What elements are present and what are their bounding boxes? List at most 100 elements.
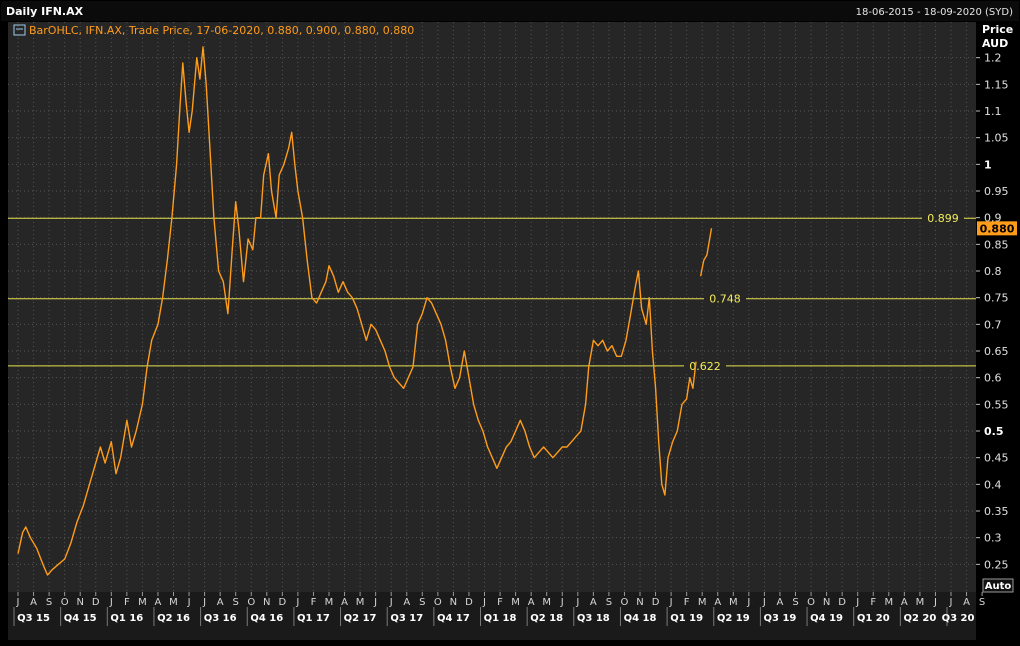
auto-button-frame[interactable] [982, 578, 1014, 593]
quarter-label: Q3 15 [17, 613, 50, 624]
quarter-label: Q4 17 [437, 613, 470, 624]
y-tick-label: 0.75 [984, 292, 1009, 305]
month-label: F [684, 597, 690, 608]
month-label: A [155, 597, 162, 608]
month-label: M [169, 597, 178, 608]
quarter-label: Q1 18 [484, 613, 517, 624]
month-label: J [16, 597, 20, 608]
month-label: J [669, 597, 673, 608]
horizontal-line-label: 0.899 [927, 212, 959, 225]
month-label: A [714, 597, 721, 608]
month-label: J [109, 597, 113, 608]
month-label: S [979, 597, 985, 608]
month-label: O [61, 597, 69, 608]
y-tick-label: 1.05 [984, 132, 1009, 145]
y-tick-label: 0.45 [984, 452, 1009, 465]
grid [8, 22, 976, 592]
quarter-label: Q2 19 [717, 613, 750, 624]
quarter-label: Q3 20 [942, 613, 975, 624]
y-tick-label: 1.2 [984, 52, 1002, 65]
month-label: M [138, 597, 147, 608]
month-label: J [187, 597, 191, 608]
month-label: M [356, 597, 365, 608]
y-tick-label: 0.55 [984, 398, 1009, 411]
y-tick-label: 1.1 [984, 105, 1002, 118]
month-label: M [325, 597, 334, 608]
window-title: Daily IFN.AX [6, 5, 84, 18]
month-label: D [838, 597, 846, 608]
month-label: M [698, 597, 707, 608]
month-label: A [590, 597, 597, 608]
month-label: M [884, 597, 893, 608]
y-tick-label: 0.35 [984, 505, 1009, 518]
month-label: A [403, 597, 410, 608]
month-label: O [621, 597, 629, 608]
month-label: O [247, 597, 255, 608]
month-label: A [901, 597, 908, 608]
month-label: N [636, 597, 643, 608]
y-tick-label: 0.85 [984, 238, 1009, 251]
month-label: D [652, 597, 660, 608]
month-label: N [76, 597, 83, 608]
horizontal-lines[interactable]: 0.899 0.748 0.622 [8, 211, 976, 373]
y-tick-label: 0.5 [984, 425, 1004, 438]
y-tick-label: 0.3 [984, 532, 1002, 545]
quarter-label: Q4 19 [810, 613, 843, 624]
plot-area[interactable] [8, 22, 976, 592]
month-label: D [465, 597, 473, 608]
month-label: S [46, 597, 52, 608]
auto-button[interactable]: Auto [982, 578, 1014, 593]
y-axis: Price AUD 0.25 0.3 0.35 0.4 0.45 0.5 0.55 0.6 0.… [976, 22, 1019, 592]
month-label: D [278, 597, 286, 608]
legend[interactable]: BarOHLC, IFN.AX, Trade Price, 17-06-2020… [13, 24, 414, 37]
month-label: N [823, 597, 830, 608]
date-range: 18-06-2015 - 18-09-2020 (SYD) [856, 7, 1013, 18]
y-tick-label: 0.7 [984, 318, 1002, 331]
month-label: M [542, 597, 551, 608]
horizontal-line-label-bg [922, 211, 964, 226]
auto-button-label[interactable]: Auto [985, 581, 1012, 592]
y-tick-label: 0.65 [984, 345, 1009, 358]
month-label: J [202, 597, 206, 608]
month-label: J [560, 597, 564, 608]
quarter-label: Q2 16 [157, 613, 190, 624]
y-tick-label: 0.8 [984, 265, 1002, 278]
month-label: M [511, 597, 520, 608]
month-label: S [606, 597, 612, 608]
quarter-label: Q3 16 [204, 613, 237, 624]
month-label: S [419, 597, 425, 608]
y-tick-label: 0.95 [984, 185, 1009, 198]
month-label: J [949, 597, 953, 608]
month-label: N [263, 597, 270, 608]
title-bar [1, 1, 1019, 21]
y-axis-background [976, 22, 1019, 592]
quarter-label: Q3 17 [390, 613, 423, 624]
month-label: J [762, 597, 766, 608]
month-label: F [497, 597, 503, 608]
y-tick-label: 1 [984, 158, 992, 171]
month-label: A [963, 597, 970, 608]
last-price: 0.880 [977, 221, 1017, 236]
quarter-label: Q3 19 [764, 613, 797, 624]
horizontal-line-label: 0.622 [689, 360, 721, 373]
quarter-label: Q2 17 [344, 613, 377, 624]
month-label: O [434, 597, 442, 608]
month-label: A [528, 597, 535, 608]
month-label: A [341, 597, 348, 608]
quarter-label: Q1 17 [297, 613, 330, 624]
month-label: J [746, 597, 750, 608]
month-label: S [792, 597, 798, 608]
month-label: D [92, 597, 100, 608]
month-label: J [575, 597, 579, 608]
month-label: J [373, 597, 377, 608]
price-series [17, 46, 713, 576]
last-price-label: 0.880 [980, 222, 1015, 235]
month-label: F [124, 597, 130, 608]
month-label: M [729, 597, 738, 608]
series-settings-icon[interactable] [13, 24, 26, 36]
month-label: A [217, 597, 224, 608]
quarter-label: Q1 20 [857, 613, 890, 624]
month-label: J [482, 597, 486, 608]
